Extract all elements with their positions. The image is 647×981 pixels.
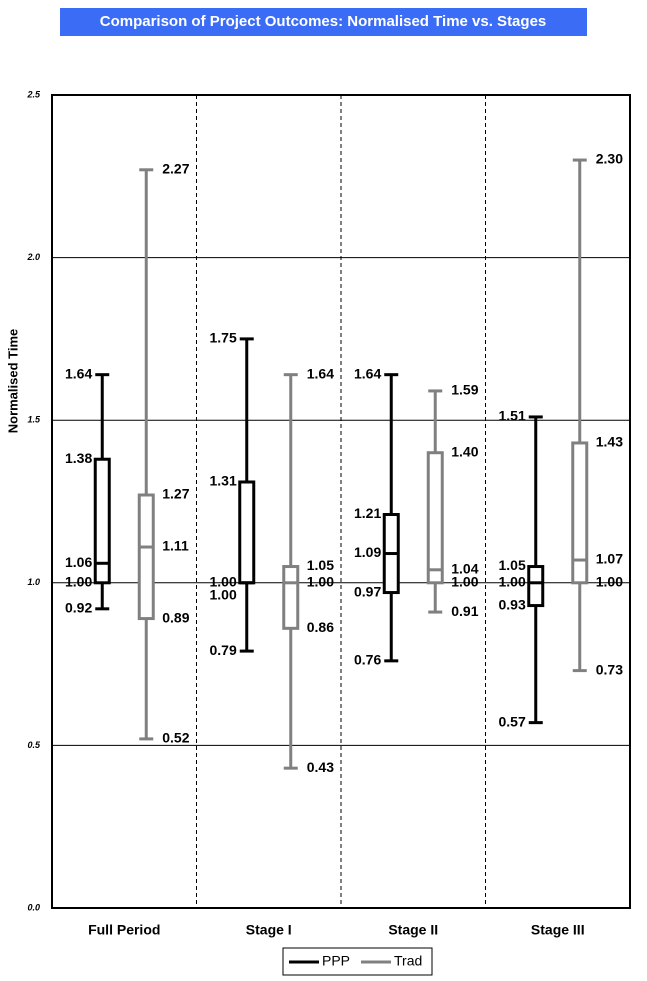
- value-label: 0.73: [596, 661, 623, 677]
- x-tick-label: Stage II: [388, 922, 438, 938]
- value-label: 1.00: [210, 587, 237, 603]
- value-label: 1.59: [451, 382, 478, 398]
- title-background: [60, 8, 587, 36]
- value-label: 1.06: [65, 554, 92, 570]
- value-label: 0.91: [451, 603, 478, 619]
- value-label: 0.97: [354, 583, 381, 599]
- value-label: 1.75: [210, 330, 237, 346]
- chart-title: Comparison of Project Outcomes: Normalis…: [100, 13, 547, 30]
- y-tick-label: 0.5: [27, 740, 41, 750]
- value-label: 1.64: [354, 365, 381, 381]
- value-label: 0.57: [499, 713, 526, 729]
- value-label: 1.09: [354, 544, 381, 560]
- value-label: 0.52: [162, 730, 189, 746]
- box: [93, 457, 111, 585]
- value-label: 1.04: [451, 560, 478, 576]
- y-tick-label: 2.0: [26, 252, 40, 262]
- legend-label: PPP: [322, 953, 350, 969]
- value-label: 1.00: [596, 574, 623, 590]
- value-label: 1.00: [499, 574, 526, 590]
- value-label: 0.86: [307, 619, 334, 635]
- value-label: 1.64: [307, 365, 334, 381]
- value-label: 1.31: [210, 473, 237, 489]
- value-label: 1.11: [162, 538, 189, 554]
- value-label: 0.79: [210, 642, 237, 658]
- value-label: 1.05: [307, 557, 334, 573]
- value-label: 0.93: [499, 596, 526, 612]
- value-label: 1.00: [65, 574, 92, 590]
- value-label: 1.00: [210, 574, 237, 590]
- box: [137, 493, 155, 621]
- y-tick-label: 1.5: [27, 415, 41, 425]
- value-label: 0.43: [307, 759, 334, 775]
- y-tick-label: 2.5: [26, 89, 41, 99]
- value-label: 1.64: [65, 365, 92, 381]
- value-label: 1.27: [162, 486, 189, 502]
- value-label: 1.00: [307, 574, 334, 590]
- value-label: 2.30: [596, 151, 623, 167]
- box: [282, 565, 300, 630]
- y-axis-label: Normalised Time: [5, 329, 20, 434]
- x-tick-label: Full Period: [88, 922, 160, 938]
- value-label: 1.05: [499, 557, 526, 573]
- value-label: 1.00: [451, 574, 478, 590]
- value-label: 1.40: [451, 443, 478, 459]
- value-label: 1.51: [499, 408, 526, 424]
- x-tick-label: Stage I: [246, 922, 292, 938]
- box: [426, 451, 444, 585]
- value-label: 1.38: [65, 450, 92, 466]
- y-tick-label: 1.0: [27, 577, 40, 587]
- box: [571, 441, 589, 585]
- value-label: 0.76: [354, 652, 381, 668]
- box: [527, 565, 545, 608]
- value-label: 0.89: [162, 609, 189, 625]
- box: [238, 480, 256, 585]
- legend-label: Trad: [394, 953, 422, 969]
- plot-border: [51, 94, 631, 909]
- y-tick-label: 0.0: [27, 902, 40, 912]
- value-label: 1.07: [596, 551, 623, 567]
- value-label: 1.21: [354, 505, 381, 521]
- value-label: 2.27: [162, 160, 189, 176]
- value-label: 0.92: [65, 600, 92, 616]
- x-tick-label: Stage III: [531, 922, 585, 938]
- value-label: 1.43: [596, 434, 623, 450]
